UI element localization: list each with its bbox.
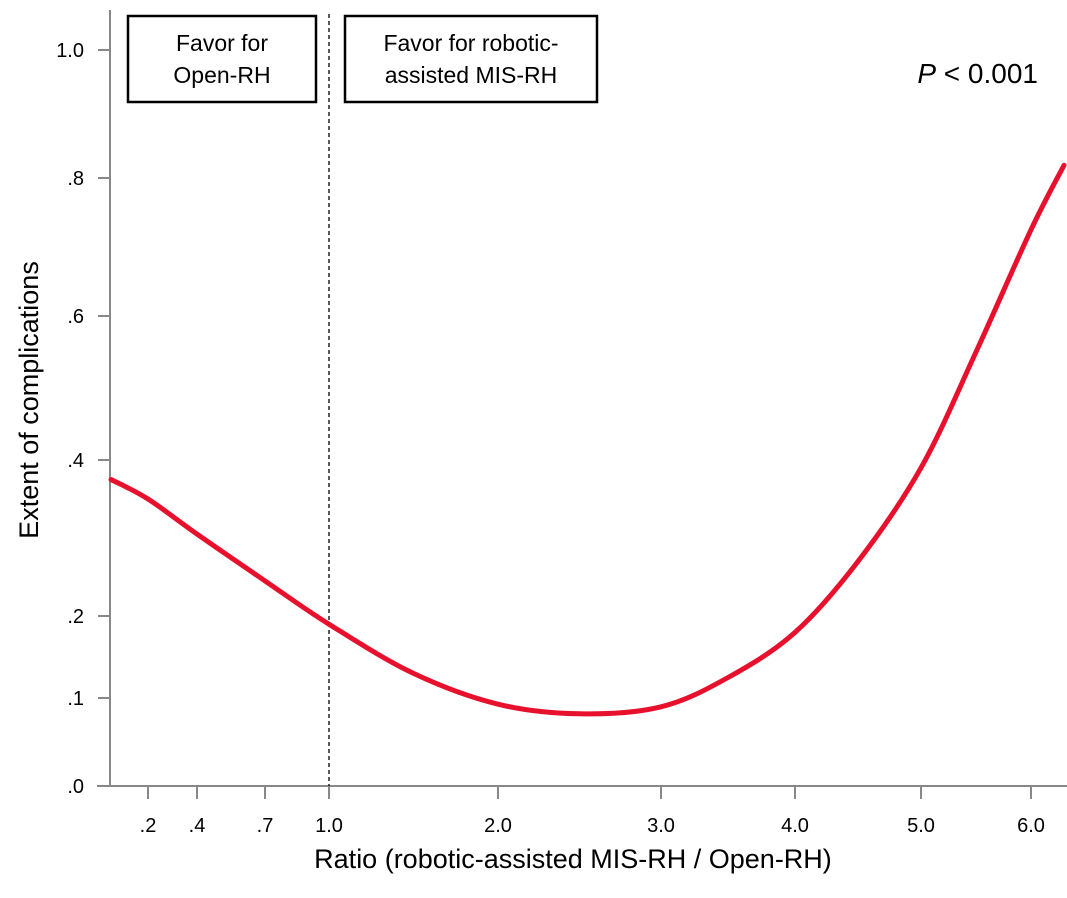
y-axis-title: Extent of complications: [14, 261, 44, 539]
favor-open-box: [126, 14, 318, 104]
x-ticks: .2 .4 .7 1.0 2.0 3.0 4.0 5.0 6.0: [140, 786, 1045, 837]
y-tick-label: 1.0: [56, 40, 84, 62]
y-tick-label: .8: [67, 168, 84, 190]
favor-robotic-line-2: assisted MIS-RH: [385, 62, 558, 88]
x-tick-label: .2: [140, 815, 157, 837]
x-tick-label: .7: [257, 815, 274, 837]
x-tick-label: 4.0: [781, 815, 809, 837]
favor-open-annotation: Favor for Open-RH: [126, 14, 318, 104]
favor-robotic-annotation: Favor for robotic- assisted MIS-RH: [343, 14, 599, 104]
y-tick-label: .4: [67, 450, 84, 472]
favor-open-line-2: Open-RH: [173, 62, 270, 88]
p-value-annotation: P < 0.001: [917, 58, 1038, 89]
y-tick-label: .0: [67, 776, 84, 798]
x-tick-label: 5.0: [907, 815, 935, 837]
x-tick-label: 1.0: [315, 815, 343, 837]
p-value-letter: P: [917, 58, 936, 89]
y-ticks: .0 .1 .2 .4 .6 .8 1.0: [56, 40, 110, 798]
favor-open-line-1: Favor for: [176, 30, 268, 56]
favor-robotic-box: [343, 14, 599, 104]
x-tick-label: .4: [189, 815, 206, 837]
x-axis-title: Ratio (robotic-assisted MIS-RH / Open-RH…: [314, 844, 832, 874]
y-tick-label: .6: [67, 306, 84, 328]
x-tick-label: 6.0: [1017, 815, 1045, 837]
y-tick-label: .1: [67, 688, 84, 710]
series-line: [108, 162, 1067, 717]
x-tick-label: 2.0: [484, 815, 512, 837]
p-value-text: < 0.001: [936, 58, 1038, 89]
x-tick-label: 3.0: [647, 815, 675, 837]
y-tick-label: .2: [67, 606, 84, 628]
favor-robotic-line-1: Favor for robotic-: [383, 30, 558, 56]
